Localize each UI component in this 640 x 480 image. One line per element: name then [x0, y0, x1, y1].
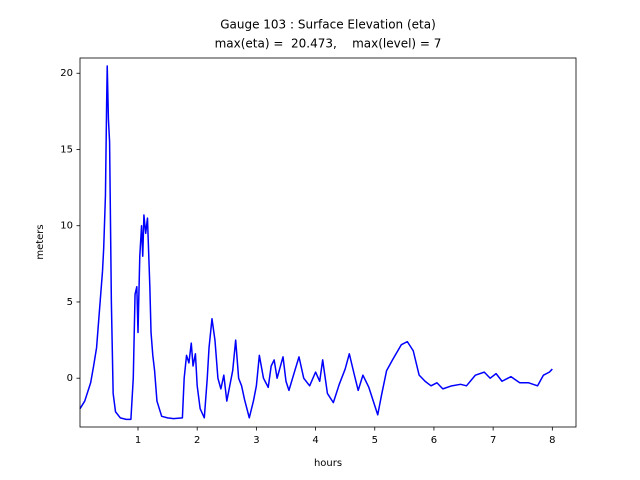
data-line [79, 65, 553, 421]
chart-title: Gauge 103 : Surface Elevation (eta) [220, 18, 436, 32]
x-tick-label: 3 [253, 435, 259, 446]
y-axis-label: meters [35, 224, 46, 259]
x-tick-label: 6 [431, 435, 437, 446]
x-axis-label: hours [314, 458, 342, 469]
y-tick-label: 15 [60, 144, 73, 155]
x-tick-label: 2 [194, 435, 200, 446]
plot-frame [79, 57, 577, 428]
y-tick-label: 5 [67, 297, 73, 308]
y-tick-label: 10 [60, 221, 73, 232]
x-tick-label: 8 [549, 435, 555, 446]
x-tick-label: 7 [490, 435, 496, 446]
x-tick-label: 5 [372, 435, 378, 446]
y-tick-label: 0 [67, 373, 73, 384]
chart-subtitle: max(eta) = 20.473, max(level) = 7 [215, 37, 442, 51]
x-tick-label: 4 [312, 435, 318, 446]
x-tick-label: 1 [135, 435, 141, 446]
y-tick-label: 20 [60, 68, 73, 79]
